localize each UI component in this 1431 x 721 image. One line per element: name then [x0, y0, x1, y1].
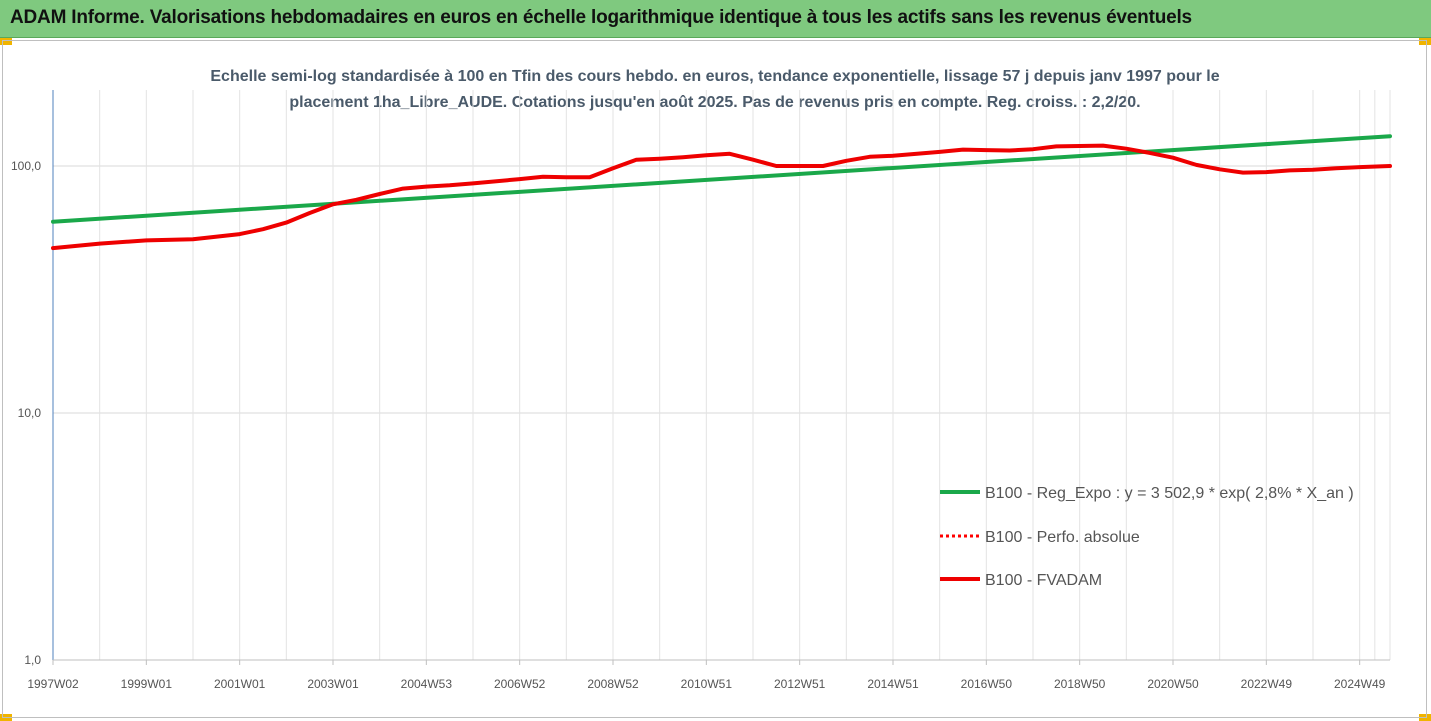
- report-title: ADAM Informe. Valorisations hebdomadaire…: [10, 7, 1192, 28]
- legend-label-2: B100 - FVADAM: [985, 572, 1102, 589]
- x-tick-label: 2022W49: [1241, 677, 1293, 691]
- x-tick-label: 2003W01: [307, 677, 359, 691]
- x-tick-label: 1997W02: [27, 677, 79, 691]
- x-tick-label: 2001W01: [214, 677, 266, 691]
- x-tick-label: 2004W53: [401, 677, 453, 691]
- legend-label-1: B100 - Perfo. absolue: [985, 529, 1140, 546]
- y-tick-label: 100,0: [11, 159, 41, 173]
- series-line-0: [51, 134, 1392, 224]
- corner-marker-top-right: [1419, 38, 1431, 45]
- corner-marker-top-left: [0, 38, 12, 45]
- x-tick-label: 2024W49: [1334, 677, 1386, 691]
- x-tick-label: 1999W01: [121, 677, 173, 691]
- axes: 1,0 10,0 100,0 1997W02 1999W01 2001W01 2003W01…: [11, 90, 1390, 691]
- series-line-2: [51, 143, 1392, 251]
- x-tick-label: 2016W50: [961, 677, 1013, 691]
- legend-label-0: B100 - Reg_Expo : y = 3 502,9 * exp( 2,8…: [985, 485, 1354, 502]
- series-lines: [51, 134, 1392, 251]
- x-tick-label: 2012W51: [774, 677, 826, 691]
- report-header: ADAM Informe. Valorisations hebdomadaire…: [0, 0, 1431, 38]
- x-tick-label: 2018W50: [1054, 677, 1106, 691]
- x-tick-label: 2020W50: [1147, 677, 1199, 691]
- chart-title: Echelle semi-log standardisée à 100 en T…: [110, 64, 1320, 116]
- grid-lines: [52, 90, 1391, 661]
- y-tick-label: 1,0: [24, 653, 41, 667]
- y-tick-label: 10,0: [18, 406, 42, 420]
- x-tick-label: 2008W52: [587, 677, 639, 691]
- x-tick-label: 2006W52: [494, 677, 546, 691]
- x-tick-label: 2010W51: [681, 677, 733, 691]
- x-tick-label: 2014W51: [867, 677, 919, 691]
- chart-frame: [2, 40, 1427, 718]
- chart-title-line-1: Echelle semi-log standardisée à 100 en T…: [210, 68, 1220, 85]
- chart-title-line-2: placement 1ha_Libre_AUDE. Cotations jusq…: [289, 94, 1141, 111]
- legend: B100 - Reg_Expo : y = 3 502,9 * exp( 2,8…: [940, 485, 1354, 589]
